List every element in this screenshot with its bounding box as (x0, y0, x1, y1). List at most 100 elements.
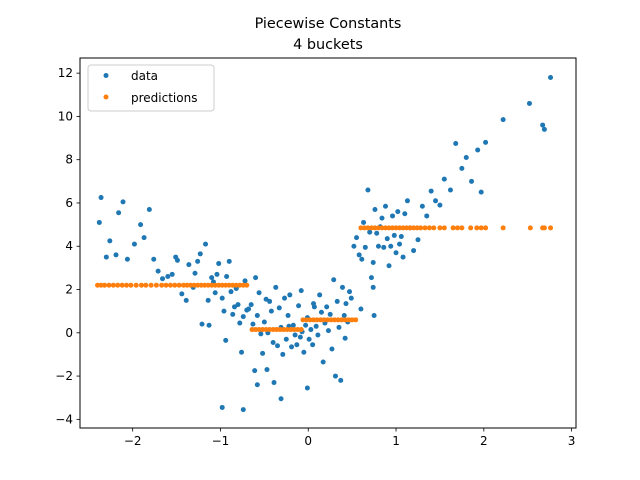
predictions-point (441, 225, 447, 231)
data-point (437, 202, 443, 208)
data-point (402, 211, 408, 217)
data-point (301, 349, 307, 355)
y-tick-label: −2 (55, 369, 73, 383)
predictions-point (202, 282, 208, 288)
data-point (268, 308, 274, 314)
predictions-point (459, 225, 465, 231)
predictions-point (393, 225, 399, 231)
data-point (195, 258, 201, 264)
predictions-point (205, 282, 211, 288)
data-point (224, 274, 230, 280)
data-point (250, 321, 256, 327)
data-point (478, 189, 484, 195)
data-point (271, 380, 277, 386)
data-point (362, 244, 368, 250)
data-point (336, 324, 342, 330)
predictions-point (233, 282, 239, 288)
predictions-point (335, 317, 341, 323)
data-point (267, 298, 273, 304)
data-point (463, 155, 469, 161)
data-point (287, 292, 293, 298)
predictions-point (184, 282, 190, 288)
data-point (500, 117, 506, 123)
data-point (390, 213, 396, 219)
predictions-point (328, 317, 334, 323)
predictions-point (284, 327, 290, 333)
predictions-point (311, 317, 317, 323)
data-point (320, 359, 326, 365)
data-point (342, 335, 348, 341)
predictions-point (291, 327, 297, 333)
data-point (239, 349, 245, 355)
x-tick-label: 2 (480, 434, 488, 448)
data-point (347, 289, 353, 295)
chart-subtitle: 4 buckets (293, 37, 363, 53)
predictions-point (163, 282, 169, 288)
predictions-point (368, 225, 374, 231)
data-point (441, 176, 447, 182)
predictions-point (386, 225, 392, 231)
data-point (325, 328, 331, 334)
data-point (221, 308, 227, 314)
predictions-point (128, 282, 134, 288)
x-tick-label: −2 (124, 434, 142, 448)
predictions-point (418, 225, 424, 231)
predictions-point (223, 282, 229, 288)
data-point (179, 291, 185, 297)
predictions-point (181, 282, 187, 288)
data-point (230, 311, 236, 317)
data-point (469, 178, 475, 184)
data-point (341, 312, 347, 318)
predictions-point (138, 282, 144, 288)
data-point (388, 243, 394, 249)
predictions-point (365, 225, 371, 231)
predictions-point (159, 282, 165, 288)
data-point (354, 235, 360, 241)
y-tick-label: 10 (58, 109, 73, 123)
data-point (107, 238, 113, 244)
data-point (151, 256, 157, 262)
data-point (358, 306, 364, 312)
predictions-point (267, 327, 273, 333)
data-point (398, 234, 404, 240)
data-point (294, 342, 300, 348)
predictions-point (411, 225, 417, 231)
series-data (96, 74, 554, 413)
data-point (283, 336, 289, 342)
data-point (483, 139, 489, 145)
predictions-point (321, 317, 327, 323)
predictions-point (361, 225, 367, 231)
predictions-point (414, 225, 420, 231)
data-point (206, 322, 212, 328)
predictions-point (332, 317, 338, 323)
predictions-point (95, 282, 101, 288)
data-point (141, 235, 147, 241)
data-point (339, 284, 345, 290)
data-point (318, 309, 324, 315)
series-predictions (95, 225, 554, 333)
data-point (98, 195, 104, 201)
predictions-point (240, 282, 246, 288)
predictions-point (153, 282, 159, 288)
data-point (183, 297, 189, 303)
data-point (116, 210, 122, 216)
data-point (186, 262, 192, 268)
data-point (433, 198, 439, 204)
data-point (248, 302, 254, 308)
data-point (275, 343, 281, 349)
predictions-point (98, 282, 104, 288)
data-point (155, 268, 161, 274)
data-point (331, 277, 337, 283)
data-point (278, 396, 284, 402)
predictions-point (172, 282, 178, 288)
data-point (242, 278, 248, 284)
data-point (298, 288, 304, 294)
y-tick-label: 2 (65, 283, 73, 297)
predictions-point (325, 317, 331, 323)
data-point (113, 252, 119, 258)
data-point (258, 331, 264, 337)
data-point (203, 241, 209, 247)
data-point (424, 213, 430, 219)
predictions-point (191, 282, 197, 288)
